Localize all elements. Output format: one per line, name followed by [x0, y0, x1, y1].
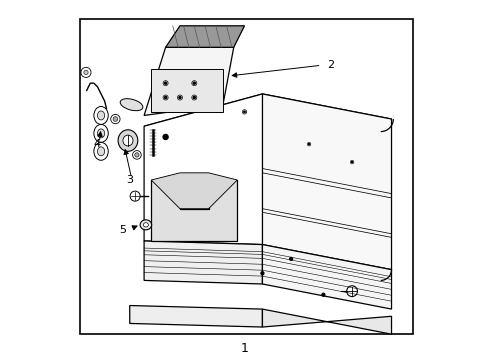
Bar	[80, 19, 412, 334]
Polygon shape	[129, 306, 262, 327]
Circle shape	[306, 142, 310, 146]
Circle shape	[130, 191, 140, 201]
Circle shape	[163, 134, 168, 139]
Ellipse shape	[94, 107, 108, 125]
Circle shape	[349, 160, 353, 164]
Circle shape	[163, 95, 168, 100]
Ellipse shape	[97, 111, 104, 120]
Circle shape	[191, 81, 196, 86]
Text: 5: 5	[119, 225, 126, 235]
Circle shape	[132, 150, 141, 159]
Circle shape	[81, 67, 91, 77]
Ellipse shape	[94, 125, 108, 142]
Circle shape	[321, 293, 324, 296]
Circle shape	[193, 96, 195, 99]
Polygon shape	[151, 69, 223, 112]
Circle shape	[135, 153, 139, 157]
Circle shape	[164, 82, 166, 84]
Circle shape	[188, 103, 192, 107]
Ellipse shape	[118, 130, 138, 151]
Circle shape	[289, 257, 292, 260]
Circle shape	[351, 161, 352, 163]
Circle shape	[83, 70, 88, 75]
Ellipse shape	[120, 99, 142, 111]
Circle shape	[346, 286, 357, 297]
Ellipse shape	[97, 129, 104, 138]
Polygon shape	[144, 94, 391, 151]
Polygon shape	[262, 309, 391, 334]
Text: 4: 4	[94, 139, 101, 149]
Circle shape	[113, 117, 118, 121]
Polygon shape	[262, 94, 391, 270]
Circle shape	[110, 114, 120, 124]
Ellipse shape	[143, 223, 148, 227]
Ellipse shape	[97, 147, 104, 156]
Circle shape	[164, 96, 166, 99]
Ellipse shape	[94, 142, 108, 160]
Polygon shape	[144, 47, 233, 116]
Ellipse shape	[122, 135, 133, 146]
Polygon shape	[262, 244, 391, 309]
Polygon shape	[165, 26, 244, 47]
Text: 1: 1	[240, 342, 248, 355]
Circle shape	[261, 272, 264, 275]
Circle shape	[308, 143, 309, 145]
Polygon shape	[151, 173, 237, 209]
Circle shape	[191, 95, 196, 100]
Circle shape	[177, 95, 182, 100]
Ellipse shape	[140, 220, 151, 230]
Circle shape	[163, 81, 168, 86]
Text: 3: 3	[126, 175, 133, 185]
Circle shape	[242, 110, 246, 114]
Polygon shape	[151, 180, 237, 241]
Circle shape	[190, 104, 191, 105]
Text: 2: 2	[326, 60, 333, 70]
Polygon shape	[144, 241, 262, 284]
Polygon shape	[144, 94, 262, 244]
Circle shape	[179, 96, 181, 99]
Circle shape	[193, 82, 195, 84]
